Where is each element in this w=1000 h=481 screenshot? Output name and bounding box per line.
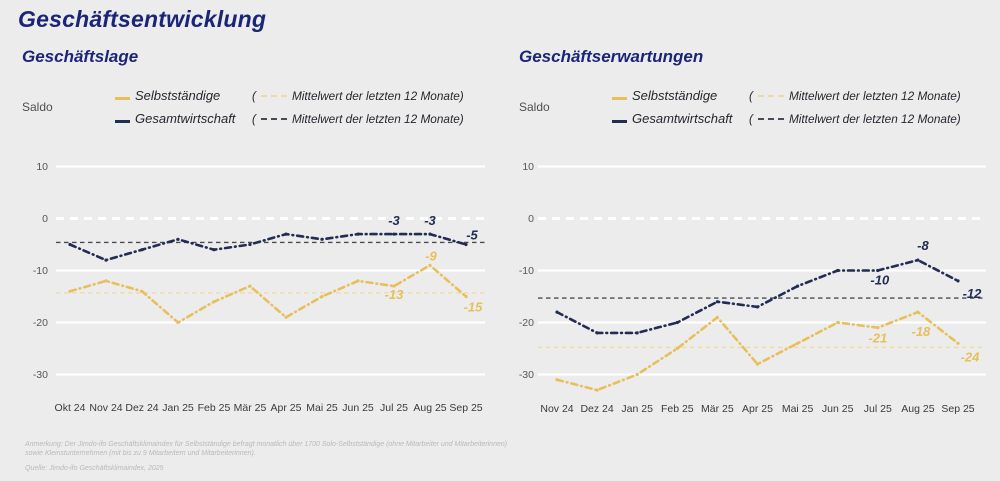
- svg-text:Mai 25: Mai 25: [782, 403, 814, 415]
- svg-text:Apr 25: Apr 25: [271, 402, 302, 414]
- chart-title-geschaeftserwartungen: Geschäftserwartungen: [519, 47, 704, 66]
- legend-label-gesamtwirtschaft: Gesamtwirtschaft: [632, 111, 733, 126]
- svg-text:-18: -18: [912, 324, 932, 339]
- svg-text:Jul 25: Jul 25: [864, 403, 892, 415]
- geschaeftserwartungen-section: Geschäftserwartungen Saldo Selbstständig…: [497, 0, 1000, 481]
- svg-text:10: 10: [522, 161, 534, 173]
- svg-text:-9: -9: [425, 248, 437, 263]
- anmerkung-note-line1: Anmerkung: Der Jimdo-ifo Geschäftsklimai…: [25, 441, 508, 448]
- chart-title-geschaeftslage: Geschäftslage: [22, 47, 139, 66]
- svg-text:Jul 25: Jul 25: [380, 402, 408, 414]
- legend-row-selbststaendige: Selbstständige ( Mittelwert der letzten …: [612, 84, 961, 107]
- paren-open: (: [252, 88, 256, 103]
- page-title: Geschäftsentwicklung: [18, 6, 267, 32]
- legend: Selbstständige ( Mittelwert der letzten …: [612, 84, 961, 130]
- svg-text:-3: -3: [388, 213, 400, 228]
- svg-text:-24: -24: [961, 349, 981, 364]
- legend-label-selbststaendige: Selbstständige: [632, 88, 718, 103]
- svg-text:Sep 25: Sep 25: [941, 403, 974, 415]
- svg-text:Okt 24: Okt 24: [55, 402, 86, 414]
- footnote: Anmerkung: Der Jimdo-ifo Geschäftsklimai…: [25, 440, 745, 473]
- y-axis-label: Saldo: [22, 100, 53, 114]
- svg-text:-15: -15: [464, 300, 484, 315]
- legend-row-selbststaendige: Selbstständige ( Mittelwert der letzten …: [115, 84, 464, 107]
- gesamtwirtschaft-line-swatch: [115, 119, 130, 123]
- svg-text:-12: -12: [963, 286, 983, 301]
- mean-label: Mittelwert der letzten 12 Monate: [788, 88, 957, 103]
- legend-row-gesamtwirtschaft: Gesamtwirtschaft ( Mittelwert der letzte…: [115, 107, 464, 130]
- legend-mean-gesamtwirtschaft: ( Mittelwert der letzten 12 Monate ): [749, 112, 961, 126]
- mean-label: Mittelwert der letzten 12 Monate: [291, 111, 460, 126]
- legend-label-selbststaendige: Selbstständige: [135, 88, 221, 103]
- geschaeftslage-plot: 10 0 -10 -20 -30 -13 -9 -15 -3 -3 -5 Okt 24 Nov 24 De…: [33, 161, 485, 414]
- svg-text:-20: -20: [33, 317, 48, 329]
- paren-open: (: [749, 88, 753, 103]
- svg-text:-10: -10: [33, 265, 48, 277]
- geschaeftslage-section: Geschäftslage Saldo Selbstständige ( Mit…: [0, 0, 497, 481]
- mean-dash-swatch: [260, 117, 287, 120]
- legend-row-gesamtwirtschaft: Gesamtwirtschaft ( Mittelwert der letzte…: [612, 107, 961, 130]
- svg-text:-13: -13: [385, 287, 405, 302]
- svg-text:Jun 25: Jun 25: [822, 403, 854, 415]
- legend: Selbstständige ( Mittelwert der letzten …: [115, 84, 464, 130]
- mean-label: Mittelwert der letzten 12 Monate: [291, 88, 460, 103]
- svg-text:-3: -3: [424, 213, 436, 228]
- geschaeftserwartungen-plot: 10 0 -10 -20 -30 -21 -18 -24 -10 -8 -12 Nov 24 Dez 2…: [519, 161, 986, 415]
- mean-dash-swatch: [757, 94, 784, 97]
- svg-text:Mär 25: Mär 25: [234, 402, 267, 414]
- selbststaendige-line-swatch: [612, 96, 627, 100]
- svg-text:-8: -8: [917, 238, 929, 253]
- svg-text:-20: -20: [519, 317, 534, 329]
- svg-text:-30: -30: [519, 369, 534, 381]
- gesamtwirtschaft-line-swatch: [612, 119, 627, 123]
- svg-text:0: 0: [528, 213, 534, 225]
- svg-text:Feb 25: Feb 25: [198, 402, 231, 414]
- svg-text:Aug 25: Aug 25: [901, 403, 934, 415]
- paren-close: ): [956, 111, 961, 126]
- svg-text:-21: -21: [868, 331, 887, 346]
- svg-text:Mai 25: Mai 25: [306, 402, 338, 414]
- svg-text:Mär 25: Mär 25: [701, 403, 734, 415]
- svg-text:Aug 25: Aug 25: [413, 402, 446, 414]
- legend-mean-selbststaendige: ( Mittelwert der letzten 12 Monate ): [252, 89, 464, 103]
- paren-open: (: [749, 111, 753, 126]
- svg-text:10: 10: [36, 161, 48, 173]
- svg-text:Apr 25: Apr 25: [742, 403, 773, 415]
- svg-text:-10: -10: [519, 265, 534, 277]
- legend-mean-selbststaendige: ( Mittelwert der letzten 12 Monate ): [749, 89, 961, 103]
- paren-close: ): [956, 88, 961, 103]
- y-axis-label: Saldo: [519, 100, 550, 114]
- quelle-note: Quelle: Jimdo-ifo Geschäftsklimaindex, 2…: [25, 465, 164, 473]
- paren-close: ): [459, 111, 464, 126]
- selbststaendige-line-swatch: [115, 96, 130, 100]
- anmerkung-note-line2: sowie Kleinstunternehmen (mit bis zu 9 M…: [25, 450, 256, 458]
- paren-open: (: [252, 111, 256, 126]
- svg-text:-10: -10: [870, 273, 890, 288]
- svg-text:Nov 24: Nov 24: [89, 402, 122, 414]
- svg-text:Sep 25: Sep 25: [449, 402, 482, 414]
- svg-text:Dez 24: Dez 24: [580, 403, 613, 415]
- svg-text:Feb 25: Feb 25: [661, 403, 694, 415]
- mean-dash-swatch: [260, 94, 287, 97]
- legend-mean-gesamtwirtschaft: ( Mittelwert der letzten 12 Monate ): [252, 112, 464, 126]
- svg-text:Jun 25: Jun 25: [342, 402, 374, 414]
- svg-text:Dez 24: Dez 24: [125, 402, 158, 414]
- legend-label-gesamtwirtschaft: Gesamtwirtschaft: [135, 111, 236, 126]
- mean-dash-swatch: [757, 117, 784, 120]
- paren-close: ): [459, 88, 464, 103]
- mean-label: Mittelwert der letzten 12 Monate: [788, 111, 957, 126]
- svg-text:Jan 25: Jan 25: [621, 403, 653, 415]
- svg-text:-5: -5: [466, 228, 478, 243]
- svg-text:Jan 25: Jan 25: [162, 402, 194, 414]
- svg-text:-30: -30: [33, 369, 48, 381]
- svg-text:Nov 24: Nov 24: [540, 403, 573, 415]
- svg-text:0: 0: [42, 213, 48, 225]
